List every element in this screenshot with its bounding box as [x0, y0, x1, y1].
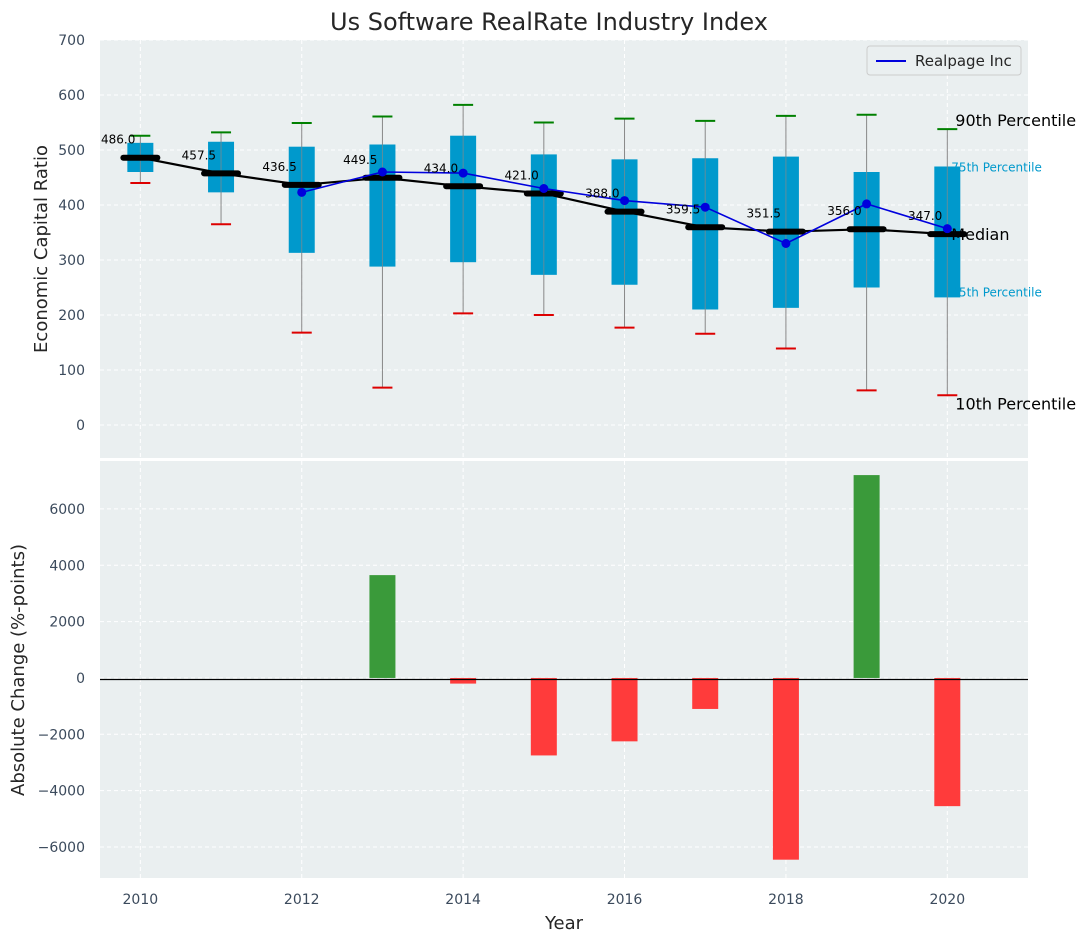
median-value-label: 457.5 [182, 148, 216, 162]
legend-box [866, 45, 1022, 76]
annotation-p90: 90th Percentile [955, 111, 1076, 130]
annotation-median: Median [951, 225, 1009, 244]
median-value-label: 436.5 [262, 160, 296, 174]
realpage-point [377, 167, 387, 177]
bottom-y-tick-label: 6000 [49, 502, 85, 518]
median-value-label: 434.0 [424, 161, 458, 175]
top-y-label: Economic Capital Ratio [31, 145, 52, 353]
median-value-label: 421.0 [504, 168, 538, 182]
realpage-point [458, 168, 468, 178]
x-tick-label: 2016 [607, 892, 643, 908]
change-bar [853, 475, 880, 678]
chart-title: Us Software RealRate Industry Index [330, 8, 768, 36]
top-y-axis: 0 100 200 300 400 500 600 700 [58, 33, 85, 434]
change-bar [369, 575, 396, 678]
bottom-y-label: Absolute Change (%-points) [8, 544, 29, 796]
realpage-point [620, 196, 630, 206]
top-plot-area [100, 40, 1028, 458]
legend: Realpage Inc [866, 45, 1022, 76]
top-y-tick-label: 300 [58, 253, 85, 269]
company-line-group [297, 167, 952, 248]
change-bars [369, 475, 961, 860]
change-bar [934, 677, 961, 807]
x-tick-label: 2012 [284, 892, 320, 908]
annotation-p75: 75th Percentile [951, 161, 1042, 175]
median-value-label: 351.5 [747, 207, 781, 221]
change-bar [611, 677, 638, 742]
bottom-plot-area [100, 461, 1028, 878]
realpage-point [942, 224, 952, 234]
x-axis-label: Year [544, 913, 584, 934]
bottom-y-tick-label: −4000 [38, 784, 85, 800]
top-y-tick-label: 400 [58, 198, 85, 214]
bottom-y-axis: −6000 −4000 −2000 0 2000 4000 6000 [38, 502, 85, 856]
median-value-labels: 486.0 457.5 436.5 449.5 434.0 421.0 388.0 359.5… [101, 133, 942, 223]
change-bar [772, 677, 799, 860]
bottom-y-tick-label: −6000 [38, 840, 85, 856]
median-value-label: 486.0 [101, 133, 135, 147]
realpage-point [539, 184, 549, 193]
median-value-label: 356.0 [827, 204, 861, 218]
legend-label-realpage: Realpage Inc [915, 52, 1012, 70]
median-value-label: 388.0 [585, 187, 619, 201]
bottom-y-tick-label: 2000 [49, 615, 85, 631]
top-y-tick-label: 700 [58, 33, 85, 49]
median-value-label: 449.5 [343, 153, 377, 167]
x-tick-label: 2018 [768, 892, 804, 908]
top-y-tick-label: 100 [58, 363, 85, 379]
change-bar [450, 677, 477, 684]
annotation-p10: 10th Percentile [955, 394, 1076, 413]
realpage-point [781, 239, 791, 248]
realpage-point [700, 202, 710, 212]
bottom-y-tick-label: 0 [76, 671, 85, 687]
x-tick-label: 2010 [123, 892, 159, 908]
change-bar [692, 677, 719, 709]
change-bar [530, 677, 557, 756]
top-y-tick-label: 500 [58, 143, 85, 159]
bottom-y-tick-label: 4000 [49, 558, 85, 574]
realpage-point [297, 187, 307, 197]
bottom-y-tick-label: −2000 [38, 727, 85, 743]
top-y-tick-label: 600 [58, 88, 85, 104]
median-value-label: 347.0 [908, 209, 942, 223]
x-tick-label: 2020 [929, 892, 965, 908]
x-axis: 2010 2012 2014 2016 2018 2020 [123, 892, 966, 908]
top-gridlines [100, 39, 1028, 458]
median-value-label: 359.5 [666, 202, 700, 216]
top-y-tick-label: 200 [58, 308, 85, 324]
top-y-tick-label: 0 [76, 418, 85, 434]
realpage-point [862, 199, 872, 209]
annotation-p25: 25th Percentile [951, 285, 1042, 299]
x-tick-label: 2014 [445, 892, 481, 908]
percentile-annotations: 90th Percentile 75th Percentile Median 25th… [951, 111, 1076, 413]
